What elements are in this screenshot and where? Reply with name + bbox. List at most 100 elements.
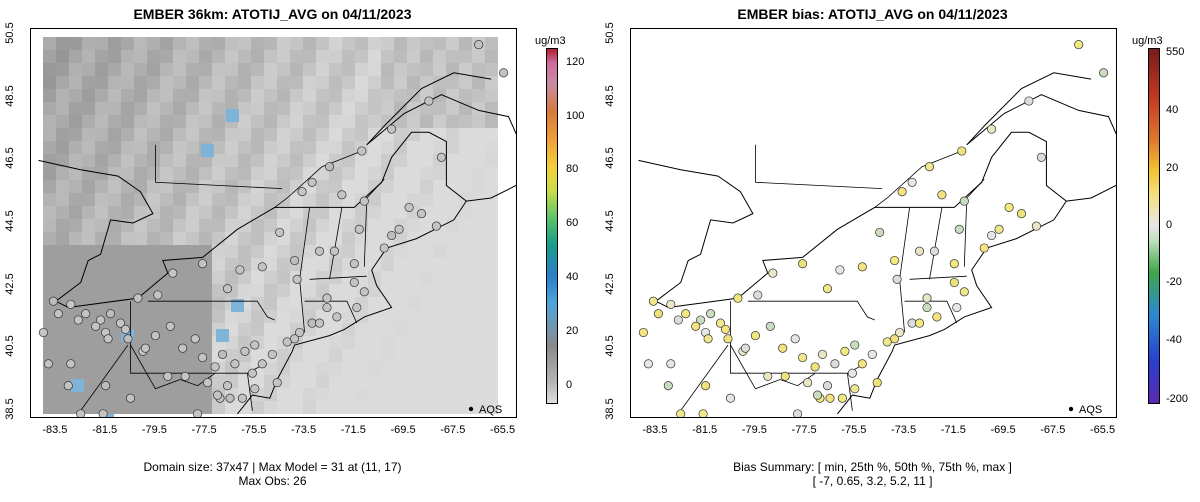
model-grid-cell — [446, 180, 459, 193]
model-grid-cell — [199, 401, 212, 414]
model-grid-cell — [186, 167, 199, 180]
aqs-site-marker — [740, 343, 750, 353]
model-grid-cell — [225, 63, 238, 76]
right-footer-line2: [ -7, 0.65, 3.2, 5.2, 11 ] — [812, 474, 933, 488]
model-grid-cell — [108, 193, 121, 206]
model-grid-cell — [420, 375, 433, 388]
model-grid-cell — [225, 245, 238, 258]
model-grid-cell — [69, 219, 82, 232]
model-grid-cell — [420, 310, 433, 323]
model-grid-cell — [316, 362, 329, 375]
model-grid-cell — [56, 206, 69, 219]
model-grid-cell — [225, 37, 238, 50]
model-grid-cell — [277, 206, 290, 219]
model-grid-cell — [381, 154, 394, 167]
model-grid-cell — [173, 128, 186, 141]
model-grid-cell — [251, 37, 264, 50]
model-grid-cell — [329, 336, 342, 349]
model-grid-cell — [108, 245, 121, 258]
model-grid-cell — [303, 167, 316, 180]
model-grid-cell — [342, 362, 355, 375]
model-grid-cell — [316, 128, 329, 141]
model-grid-cell — [264, 310, 277, 323]
model-grid-cell — [173, 388, 186, 401]
model-grid-cell — [95, 206, 108, 219]
state-boundary — [874, 150, 962, 208]
model-grid-cell — [277, 154, 290, 167]
model-grid-cell — [238, 193, 251, 206]
model-grid-cell — [355, 76, 368, 89]
model-grid-cell — [303, 401, 316, 414]
model-grid-cell — [472, 219, 485, 232]
model-grid-cell — [472, 245, 485, 258]
model-grid-cell — [238, 206, 251, 219]
model-grid-cell — [407, 193, 420, 206]
model-grid-cell — [56, 284, 69, 297]
model-grid-cell — [355, 37, 368, 50]
model-grid-cell — [303, 63, 316, 76]
model-grid-cell — [459, 323, 472, 336]
model-grid-cell — [69, 336, 82, 349]
model-grid-cell — [160, 219, 173, 232]
model-grid-cell — [82, 336, 95, 349]
model-grid-cell — [394, 245, 407, 258]
model-grid-cell — [303, 258, 316, 271]
model-grid-cell — [355, 167, 368, 180]
aqs-site-marker — [290, 334, 300, 344]
model-grid-cell — [420, 63, 433, 76]
model-grid-cell — [303, 141, 316, 154]
model-grid-cell — [160, 193, 173, 206]
x-tick-label: -65.5 — [1090, 424, 1116, 436]
aqs-site-marker — [867, 349, 877, 359]
aqs-site-marker — [222, 284, 233, 294]
left-map: AQS — [38, 37, 516, 417]
model-grid-cell — [186, 323, 199, 336]
model-grid-cell — [433, 258, 446, 271]
model-grid-cell — [56, 63, 69, 76]
model-grid-cell — [472, 180, 485, 193]
model-grid-cell — [108, 297, 121, 310]
aqs-site-marker — [225, 393, 235, 403]
model-grid-cell — [199, 193, 212, 206]
aqs-site-marker — [922, 302, 932, 313]
y-tick-label: 42.5 — [4, 272, 16, 295]
model-grid-cell — [485, 245, 498, 258]
model-grid-cell — [303, 362, 316, 375]
model-grid-cell — [459, 115, 472, 128]
model-grid-cell — [212, 180, 225, 193]
model-grid-cell — [420, 336, 433, 349]
model-grid-cell — [134, 219, 147, 232]
model-grid-cell — [459, 167, 472, 180]
model-grid-cell — [173, 219, 186, 232]
model-grid-cell — [303, 232, 316, 245]
model-grid-cell — [199, 102, 212, 115]
model-grid-cell — [186, 37, 199, 50]
model-grid-cell — [485, 76, 498, 89]
model-grid-cell — [95, 76, 108, 89]
model-grid-cell — [186, 258, 199, 271]
model-grid-cell — [407, 219, 420, 232]
model-grid-cell — [394, 310, 407, 323]
model-grid-cell — [329, 297, 342, 310]
aqs-site-marker — [1099, 68, 1109, 78]
aqs-legend-label: AQS — [479, 404, 502, 416]
model-grid-cell — [264, 401, 277, 414]
model-grid-cell — [303, 297, 316, 310]
model-grid-cell — [43, 128, 56, 141]
model-grid-cell — [173, 154, 186, 167]
aqs-site-marker — [424, 96, 434, 106]
aqs-site-marker — [314, 246, 325, 256]
model-grid-cell — [56, 388, 69, 401]
model-grid-cell — [381, 76, 394, 89]
aqs-site-marker — [937, 190, 947, 200]
model-grid-cell — [186, 128, 199, 141]
model-grid-cell — [238, 336, 251, 349]
model-grid-cell — [329, 76, 342, 89]
model-grid-cell — [82, 388, 95, 401]
model-grid-cell — [186, 271, 199, 284]
left-map-frame: AQS — [30, 28, 517, 418]
model-grid-cell — [199, 206, 212, 219]
model-grid-cell — [264, 193, 277, 206]
model-grid-cell — [485, 128, 498, 141]
model-grid-cell — [225, 76, 238, 89]
